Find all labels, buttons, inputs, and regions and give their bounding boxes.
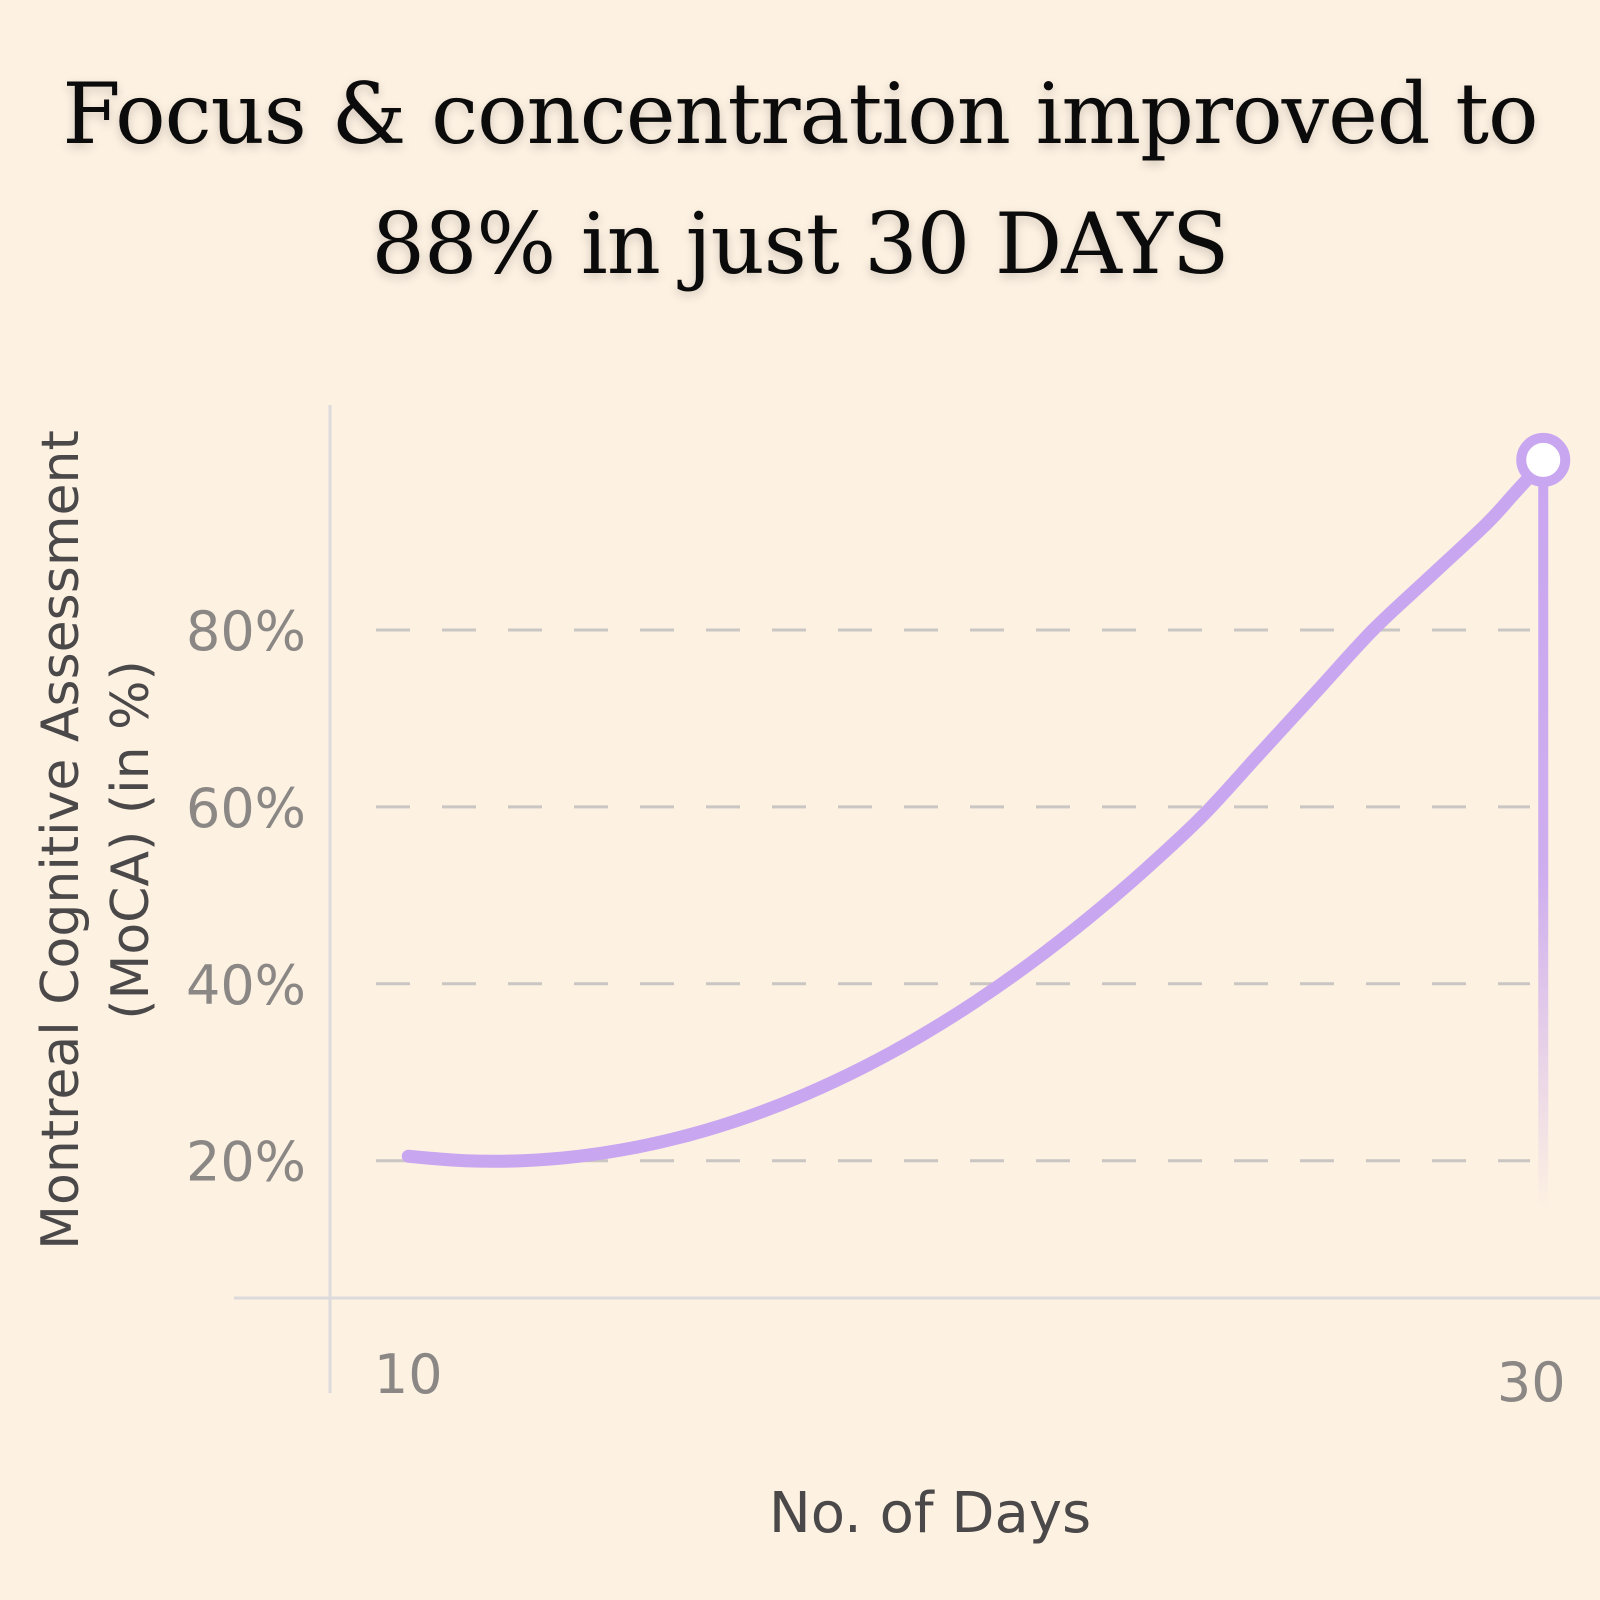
- x-tick-label-10: 10: [374, 1343, 443, 1406]
- y-axis-title-line-2: (MoCA) (in %): [101, 660, 161, 1020]
- end-drop-line: [1538, 461, 1549, 1208]
- y-axis-title-line-1: Montreal Cognitive Assessment: [31, 430, 91, 1250]
- y-tick-label-40: 40%: [186, 954, 306, 1017]
- chart-title-line-1: Focus & concentration improved to: [62, 65, 1538, 163]
- y-tick-label-80: 80%: [186, 600, 306, 663]
- y-tick-label-60: 60%: [186, 777, 306, 840]
- x-axis-title: No. of Days: [769, 1481, 1091, 1546]
- chart-title-line-2: 88% in just 30 DAYS: [371, 195, 1230, 293]
- y-axis-title: Montreal Cognitive Assessment (MoCA) (in …: [31, 430, 161, 1250]
- y-tick-label-20: 20%: [186, 1131, 306, 1194]
- x-tick-label-30: 30: [1497, 1351, 1566, 1414]
- series-line: [401, 455, 1550, 1168]
- end-point-marker: [1516, 432, 1571, 487]
